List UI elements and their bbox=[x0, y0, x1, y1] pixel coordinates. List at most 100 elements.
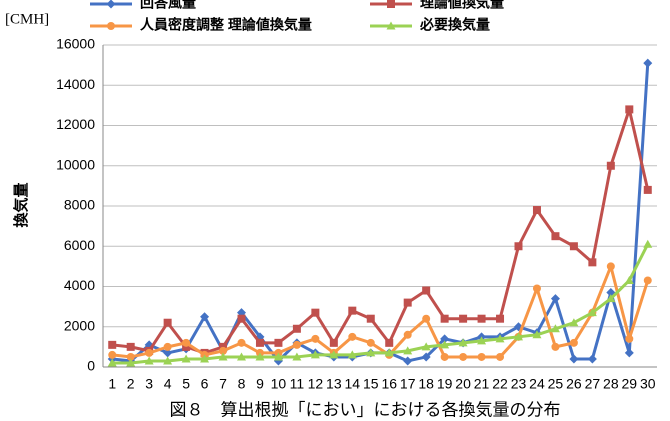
x-tick-label: 1 bbox=[108, 376, 116, 392]
legend-label: 回答風量 bbox=[140, 0, 196, 11]
legend-label: 理論値換気量 bbox=[420, 0, 504, 11]
data-point bbox=[606, 161, 615, 170]
y-tick-label: 4000 bbox=[64, 277, 95, 293]
data-point bbox=[624, 275, 634, 284]
y-tick-label: 14000 bbox=[56, 76, 95, 92]
data-point bbox=[606, 294, 616, 303]
data-point bbox=[348, 332, 357, 341]
data-point bbox=[200, 312, 210, 322]
data-point bbox=[181, 354, 191, 363]
x-tick-label: 24 bbox=[529, 376, 545, 392]
data-point bbox=[126, 352, 135, 361]
data-point bbox=[403, 298, 412, 307]
data-point bbox=[329, 350, 339, 359]
data-point bbox=[643, 276, 652, 285]
y-tick-label: 10000 bbox=[56, 156, 95, 172]
data-point bbox=[421, 352, 431, 362]
data-point bbox=[625, 105, 634, 114]
y-tick-label: 16000 bbox=[56, 36, 95, 52]
x-tick-label: 27 bbox=[585, 376, 601, 392]
data-point bbox=[587, 308, 597, 317]
data-point bbox=[606, 262, 615, 271]
legend-marker bbox=[386, 21, 396, 30]
data-point bbox=[624, 348, 634, 358]
series-line bbox=[112, 63, 650, 363]
data-point bbox=[551, 232, 560, 241]
data-point bbox=[569, 242, 578, 251]
y-tick-label: 2000 bbox=[64, 317, 95, 333]
x-tick-label: 20 bbox=[455, 376, 471, 392]
data-point bbox=[366, 348, 376, 357]
x-tick-label: 14 bbox=[345, 376, 361, 392]
data-point bbox=[643, 239, 653, 248]
x-tick-label: 2 bbox=[127, 376, 135, 392]
data-point bbox=[643, 185, 652, 194]
data-point bbox=[551, 342, 560, 351]
series-line bbox=[112, 107, 650, 355]
x-tick-label: 21 bbox=[474, 376, 490, 392]
data-point bbox=[292, 324, 301, 333]
data-point bbox=[477, 336, 487, 345]
data-point bbox=[440, 314, 449, 323]
data-point bbox=[348, 306, 357, 315]
legend-marker bbox=[106, 0, 116, 9]
x-tick-label: 4 bbox=[164, 376, 172, 392]
data-point bbox=[219, 346, 228, 355]
data-point bbox=[422, 286, 431, 295]
data-point bbox=[385, 338, 394, 347]
data-point bbox=[163, 342, 172, 351]
data-point bbox=[569, 338, 578, 347]
data-point bbox=[292, 352, 302, 361]
data-point bbox=[255, 338, 264, 347]
data-point bbox=[422, 314, 431, 323]
data-point bbox=[550, 324, 560, 333]
x-tick-label: 8 bbox=[238, 376, 246, 392]
data-point bbox=[200, 354, 210, 363]
data-point bbox=[588, 258, 597, 267]
x-tick-label: 12 bbox=[308, 376, 324, 392]
data-point bbox=[366, 338, 375, 347]
x-tick-label: 25 bbox=[548, 376, 564, 392]
data-point bbox=[163, 318, 172, 327]
data-point bbox=[182, 338, 191, 347]
unit-label: [CMH] bbox=[5, 11, 49, 27]
y-tick-label: 8000 bbox=[64, 197, 95, 213]
x-tick-label: 11 bbox=[290, 376, 305, 392]
chart-title: 図８ 算出根拠「におい」における各換気量の分布 bbox=[170, 400, 561, 419]
data-point bbox=[163, 348, 173, 358]
data-point bbox=[532, 206, 541, 215]
y-axis-label: 換気量 bbox=[12, 182, 30, 227]
x-tick-label: 22 bbox=[492, 376, 508, 392]
x-tick-label: 28 bbox=[603, 376, 619, 392]
legend-label: 人員密度調整 理論値換気量 bbox=[140, 17, 312, 33]
y-tick-label: 0 bbox=[87, 358, 95, 374]
data-point bbox=[532, 330, 542, 339]
data-point bbox=[459, 314, 468, 323]
data-point bbox=[384, 348, 394, 357]
data-point bbox=[514, 242, 523, 251]
data-point bbox=[403, 356, 413, 366]
data-point bbox=[643, 58, 653, 68]
data-point bbox=[274, 338, 283, 347]
data-point bbox=[145, 348, 154, 357]
y-tick-label: 12000 bbox=[56, 116, 95, 132]
x-tick-label: 13 bbox=[326, 376, 342, 392]
data-point bbox=[569, 318, 579, 327]
x-tick-label: 17 bbox=[400, 376, 416, 392]
data-point bbox=[310, 350, 320, 359]
data-point bbox=[477, 314, 486, 323]
data-point bbox=[108, 340, 117, 349]
data-point bbox=[496, 352, 505, 361]
x-tick-label: 9 bbox=[256, 376, 264, 392]
data-point bbox=[550, 294, 560, 304]
data-point bbox=[292, 340, 301, 349]
data-point bbox=[144, 356, 154, 365]
data-point bbox=[126, 358, 136, 367]
data-point bbox=[107, 358, 117, 367]
x-tick-label: 15 bbox=[363, 376, 379, 392]
x-tick-label: 6 bbox=[201, 376, 209, 392]
data-point bbox=[440, 334, 450, 344]
data-point bbox=[458, 338, 468, 347]
data-point bbox=[625, 334, 634, 343]
legend-marker bbox=[107, 22, 115, 30]
